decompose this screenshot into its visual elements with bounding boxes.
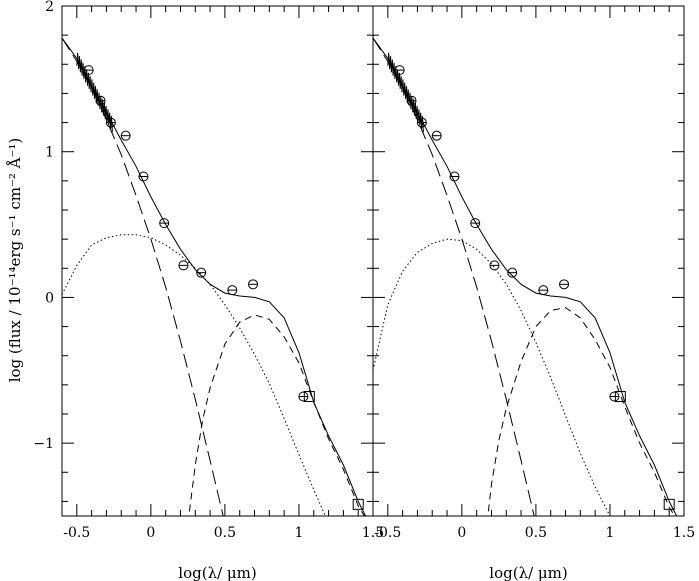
- y-tick-label: 0: [45, 290, 54, 306]
- data-point-square: [303, 391, 315, 403]
- x-tick-label: 0.5: [525, 525, 547, 541]
- series-dotted: [373, 238, 611, 516]
- x-tick-label: -0.5: [374, 525, 401, 541]
- data-point-square: [352, 498, 364, 510]
- series-dashed: [487, 307, 676, 516]
- y-tick-label: 2: [45, 0, 54, 15]
- y-tick-label: −1: [33, 436, 54, 452]
- series-longdash: [62, 37, 224, 516]
- series-dotted: [62, 234, 326, 516]
- data-point-square: [663, 498, 675, 510]
- curves: [373, 37, 678, 516]
- x-tick-label: 1.5: [362, 525, 384, 541]
- spectrum-noise: [76, 52, 113, 133]
- panel-frame: [372, 5, 685, 517]
- x-tick-label: 1: [294, 525, 303, 541]
- x-tick-label: 0: [146, 525, 155, 541]
- x-tick-label: 0: [457, 525, 466, 541]
- curves: [62, 37, 367, 516]
- spectrum-noise: [387, 52, 424, 133]
- y-tick-label: 1: [45, 145, 54, 161]
- plot-panels: -0.5 0 0.5 1 1.5 2 1 0 −1 log(λ/ μm) -0.5 0 0.5 1 1.5 l…: [33, 0, 695, 581]
- x-tick-label: 0.5: [214, 525, 236, 541]
- panel-2: -0.5 0 0.5 1 1.5 log(λ/ μm): [372, 5, 695, 581]
- x-tick-label: 1.5: [673, 525, 695, 541]
- series-solid: [62, 37, 367, 516]
- x-axis-label: log(λ/ μm): [489, 564, 567, 581]
- series-longdash: [373, 37, 535, 516]
- x-tick-label: -0.5: [63, 525, 90, 541]
- series-solid: [373, 37, 678, 516]
- x-tick-label: 1: [605, 525, 614, 541]
- panel-frame: [61, 5, 374, 517]
- y-axis-label: log (flux / 10⁻¹⁴erg s⁻¹ cm⁻² Å⁻¹): [6, 138, 24, 383]
- data-point-square: [614, 391, 626, 403]
- panel-1: -0.5 0 0.5 1 1.5 2 1 0 −1 log(λ/ μm): [33, 0, 384, 581]
- series-dashed: [188, 314, 365, 516]
- x-axis-label: log(λ/ μm): [178, 564, 256, 581]
